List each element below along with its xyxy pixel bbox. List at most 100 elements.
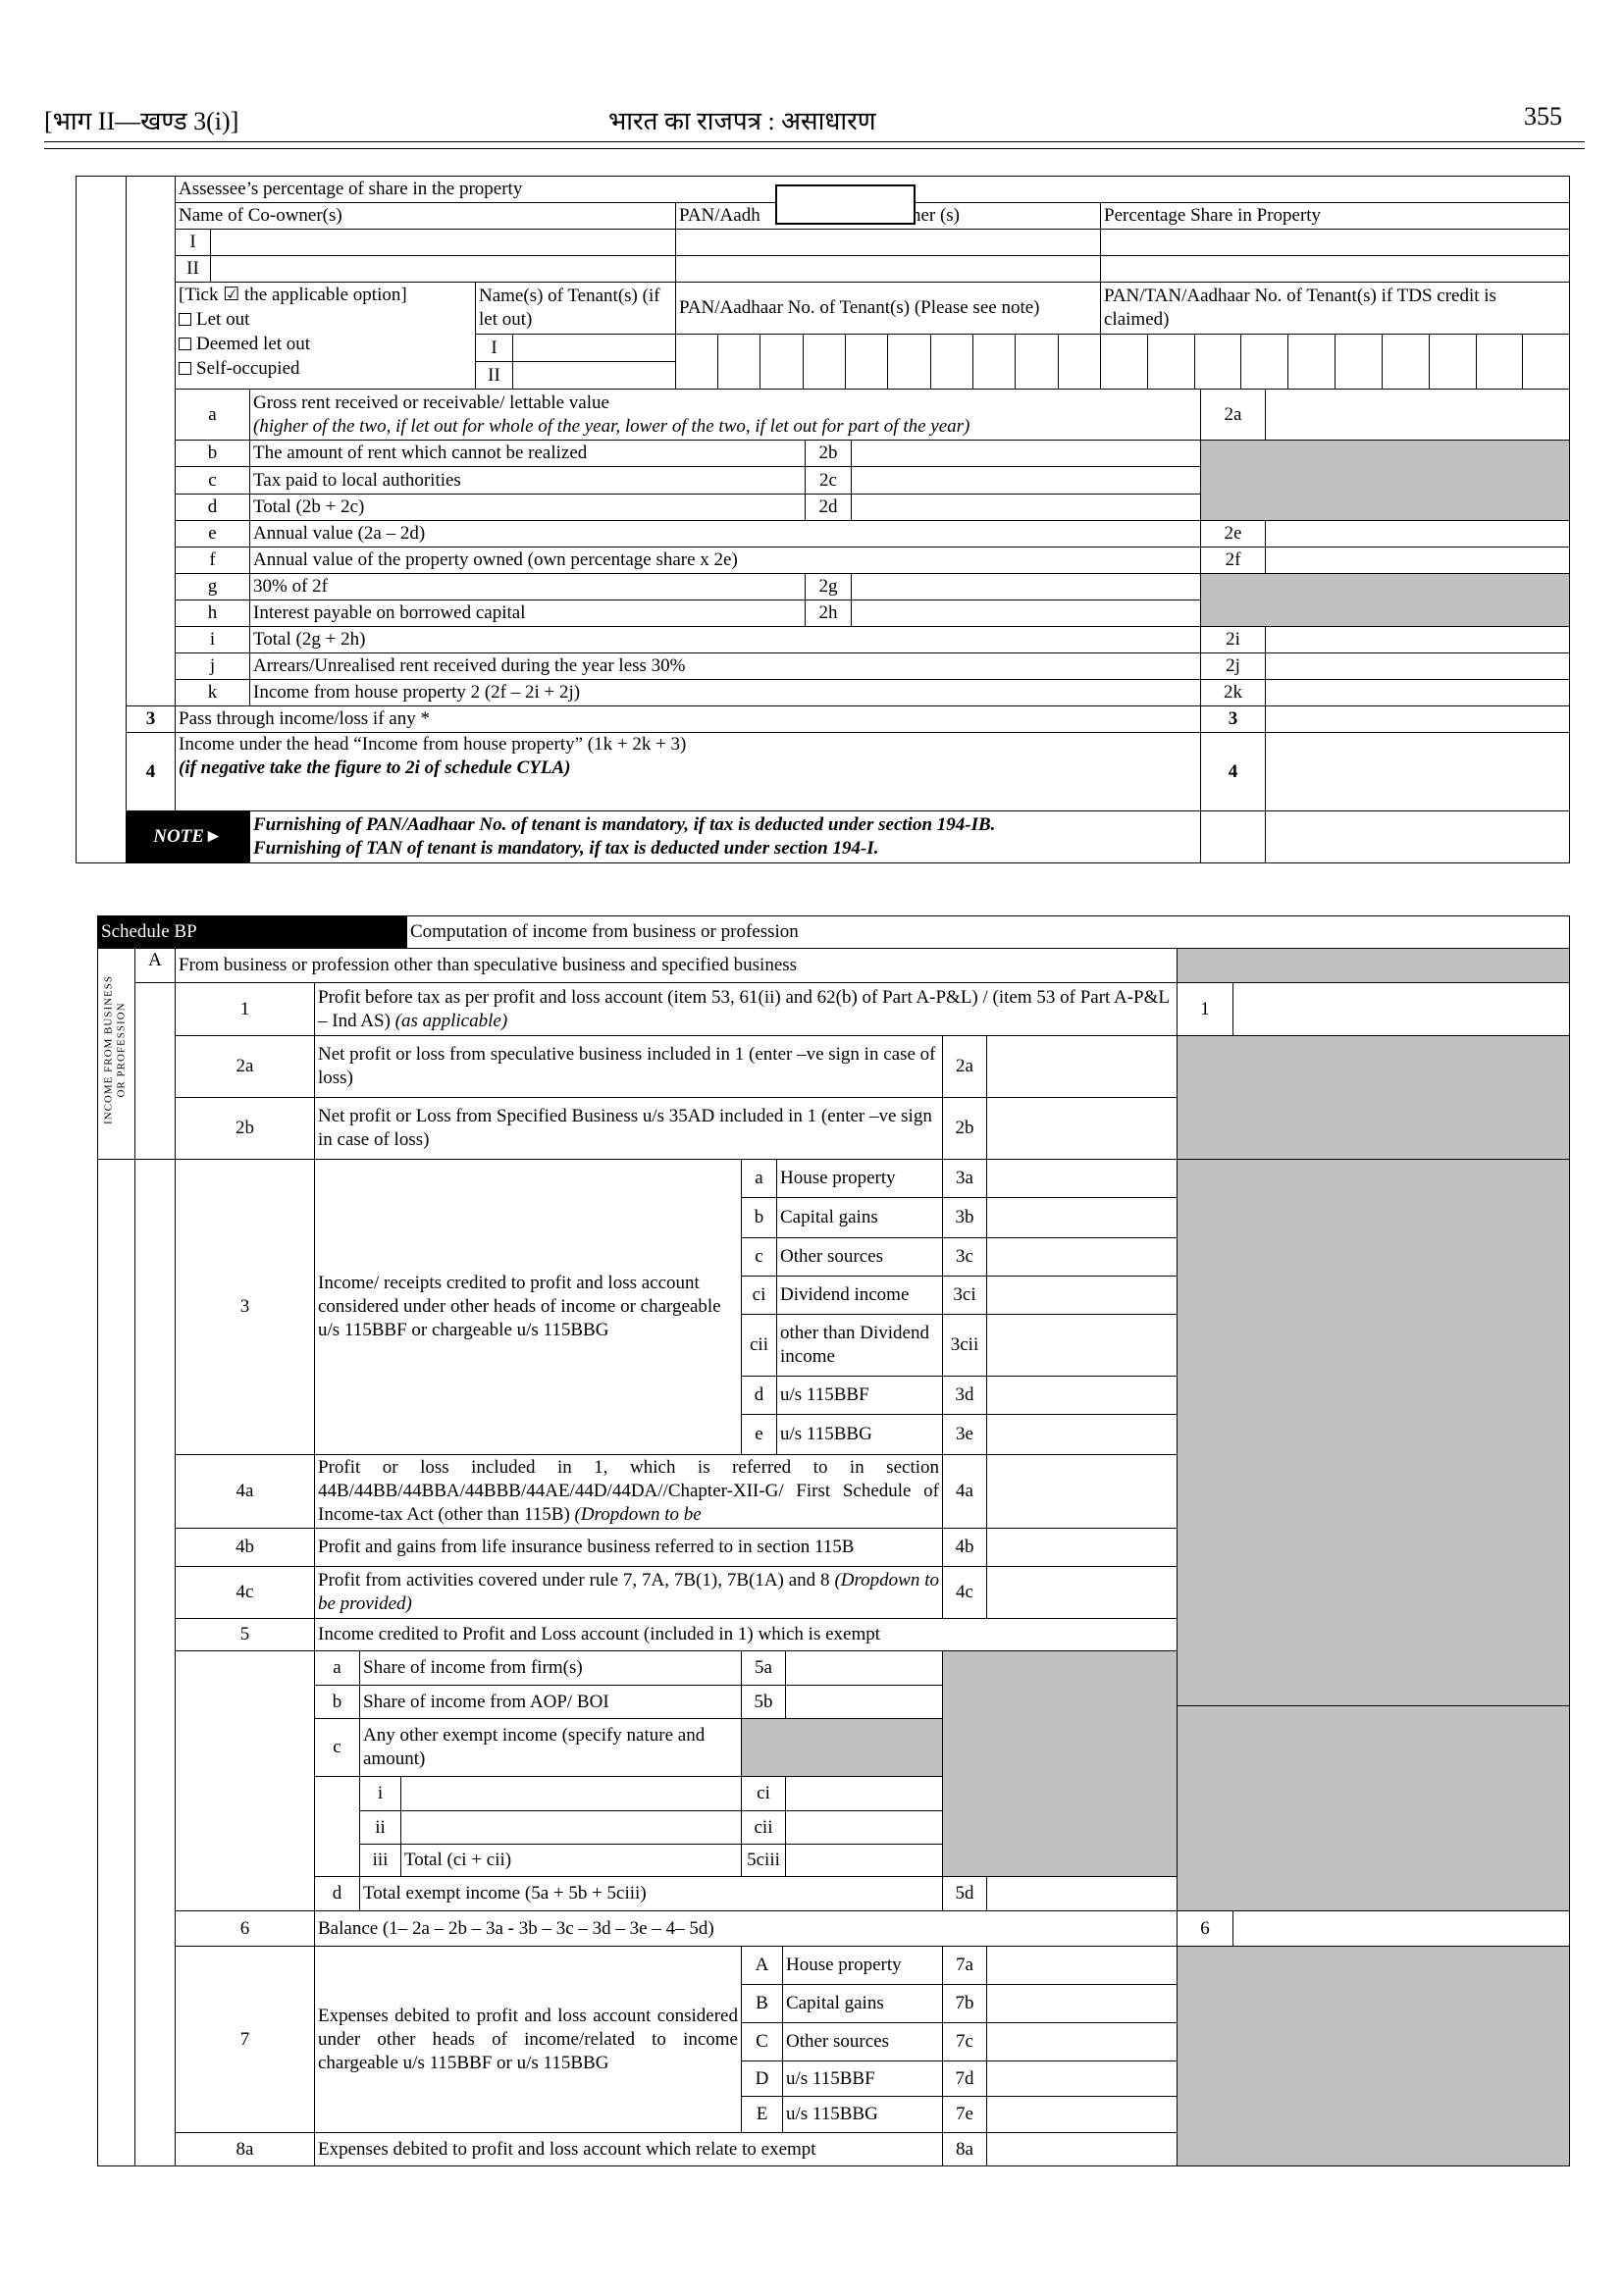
shaded-area (741, 1718, 943, 1777)
tenant-pan-digit-box[interactable] (1015, 334, 1059, 390)
tenant-pan-digit-box[interactable] (845, 334, 888, 390)
amount-input-hp-0[interactable] (1265, 389, 1570, 441)
text: Income credited to Profit and Loss accou… (318, 1624, 881, 1644)
tenant-pan-digit-box[interactable] (760, 334, 804, 390)
tenant-tds-digit-box[interactable] (1194, 334, 1241, 390)
checkbox-icon[interactable] (179, 313, 191, 326)
exempt-income-nature-input[interactable] (400, 1776, 742, 1811)
amount-input-5c1[interactable] (785, 1810, 943, 1845)
text: OR PROFESSION (115, 1002, 128, 1098)
amount-input-bp-1[interactable] (1232, 982, 1570, 1036)
text: 8a (956, 2138, 973, 2160)
cell-text: The amount of rent which cannot be reali… (253, 442, 802, 465)
tenant-tds-digit-box[interactable] (1287, 334, 1336, 390)
amount-input-7-1[interactable] (986, 1984, 1178, 2023)
tenant-name-input[interactable] (512, 334, 676, 362)
cell-text: 4b (179, 1536, 311, 1559)
sub-letter: b (314, 1685, 360, 1719)
amount-input-5c2[interactable] (785, 1844, 943, 1877)
text: 4 (1228, 760, 1238, 782)
sub-letter: ci (741, 1276, 777, 1315)
amount-input-r8a[interactable] (986, 2132, 1178, 2166)
amount-input-r4b[interactable] (986, 1528, 1178, 1567)
tenant-tds-digit-box[interactable] (1147, 334, 1195, 390)
tenant-name-input[interactable] (512, 361, 676, 390)
cell-text: 8a (946, 2138, 983, 2162)
tenant-tds-digit-box[interactable] (1335, 334, 1383, 390)
option-2[interactable]: Self-occupied (179, 356, 300, 381)
amount-input-hp-6[interactable] (851, 573, 1201, 600)
amount-input-5d[interactable] (986, 1876, 1178, 1911)
checkbox-icon[interactable] (179, 338, 191, 350)
tenant-pan-digit-box[interactable] (1058, 334, 1101, 390)
tenant-tds-digit-box[interactable] (1522, 334, 1570, 390)
amount-input-r2b[interactable] (986, 1097, 1178, 1160)
text: i (209, 629, 216, 650)
checkbox-icon[interactable] (179, 362, 191, 375)
option-0[interactable]: Let out (179, 307, 249, 332)
tenant-tds-digit-box[interactable] (1382, 334, 1430, 390)
amount-input-hp-8[interactable] (1265, 626, 1570, 653)
amount-input-6[interactable] (1232, 1910, 1570, 1947)
text: Capital gains (786, 1993, 884, 2013)
option-1[interactable]: Deemed let out (179, 332, 310, 356)
coowner-share-input[interactable] (1100, 229, 1570, 256)
tenant-pan-digit-box[interactable] (803, 334, 846, 390)
amount-input-7-3[interactable] (986, 2060, 1178, 2097)
tenant-pan-digit-box[interactable] (675, 334, 718, 390)
coowner-name-input[interactable] (210, 229, 676, 256)
line-description: Income/ receipts credited to profit and … (314, 1159, 742, 1455)
text: D (755, 2067, 769, 2089)
line-code: 7a (942, 1946, 987, 1985)
tenant-pan-digit-box[interactable] (887, 334, 931, 390)
amount-input-r2a[interactable] (986, 1035, 1178, 1098)
coowner-name-input[interactable] (210, 255, 676, 283)
cell-text: Annual value (2a – 2d) (253, 522, 1197, 546)
tenant-tds-digit-box[interactable] (1240, 334, 1288, 390)
amount-input-r4a[interactable] (986, 1454, 1178, 1529)
cell-text: 1 (1180, 998, 1230, 1021)
amount-input-7-0[interactable] (986, 1946, 1178, 1985)
amount-input-7-4[interactable] (986, 2096, 1178, 2133)
amount-input-hp-3[interactable] (851, 494, 1201, 521)
text: other than Dividend income (780, 1323, 929, 1367)
amount-input-hp-9[interactable] (1265, 652, 1570, 680)
amount-input-7-2[interactable] (986, 2022, 1178, 2061)
tenant-pan-digit-box[interactable] (717, 334, 760, 390)
coowner-share-input[interactable] (1100, 255, 1570, 283)
tenant-pan-digit-box[interactable] (972, 334, 1016, 390)
line-code: 2b (942, 1097, 987, 1160)
tenant-pan-digit-box[interactable] (930, 334, 973, 390)
tenant-tds-digit-box[interactable] (1429, 334, 1477, 390)
line-letter: i (175, 626, 250, 653)
amount-input-hp-4[interactable] (1265, 732, 1570, 811)
amount-input-3-0[interactable] (986, 1159, 1178, 1198)
tenant-tds-digit-box[interactable] (1476, 334, 1523, 390)
amount-input-3-5[interactable] (986, 1376, 1178, 1415)
amount-input-hp-1[interactable] (851, 440, 1201, 467)
coowner-pan-input[interactable] (675, 255, 1101, 283)
amount-input-5c0[interactable] (785, 1776, 943, 1811)
amount-input-5a[interactable] (785, 1650, 943, 1686)
exempt-income-nature-input[interactable] (400, 1810, 742, 1845)
amount-input-hp-10[interactable] (1265, 679, 1570, 706)
amount-input-5b[interactable] (785, 1685, 943, 1719)
amount-input-hp-3[interactable] (1265, 705, 1570, 733)
amount-input-3-4[interactable] (986, 1314, 1178, 1377)
amount-input-hp-7[interactable] (851, 600, 1201, 627)
amount-input-hp-4[interactable] (1265, 520, 1570, 548)
amount-input-r4c[interactable] (986, 1566, 1178, 1619)
amount-input-3-2[interactable] (986, 1237, 1178, 1277)
text: (Dropdown to be provided) (318, 1570, 939, 1614)
text: 5a (755, 1657, 772, 1678)
amount-input-hp-2[interactable] (851, 466, 1201, 495)
amount-input-hp-5[interactable] (1265, 547, 1570, 574)
amount-input-3-6[interactable] (986, 1414, 1178, 1455)
tenant-tds-digit-box[interactable] (1100, 334, 1148, 390)
amount-input-3-1[interactable] (986, 1197, 1178, 1238)
amount-input-3-3[interactable] (986, 1276, 1178, 1315)
coowner-pan-input[interactable] (675, 229, 1101, 256)
text: Schedule BP (101, 921, 197, 942)
cell-text: 2g (809, 575, 848, 599)
line-code: 3c (942, 1237, 987, 1277)
